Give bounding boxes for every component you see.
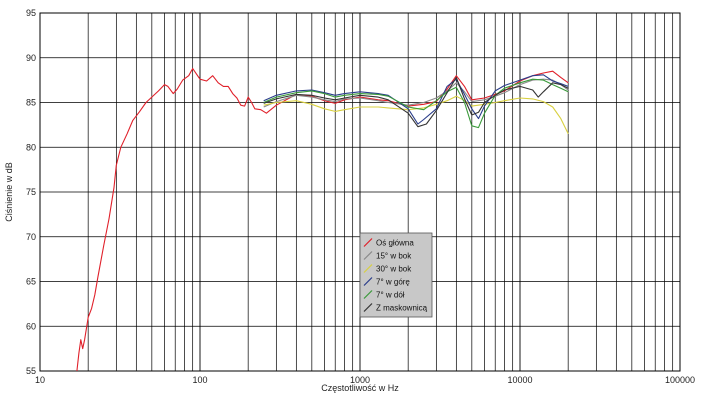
series-line-1 — [76, 67, 569, 372]
y-tick-labels: 55 60 65 70 75 80 85 90 95 — [26, 8, 36, 376]
y-tick-label: 95 — [26, 8, 36, 18]
series-line-4 — [263, 74, 569, 125]
series-line-6 — [263, 76, 569, 128]
legend-swatch — [363, 303, 373, 312]
series-layer — [76, 67, 569, 372]
legend-label: Oś główna — [376, 239, 414, 248]
legend: Oś główna 15° w bok 30° w bok 7° w górę 7° w… — [359, 232, 433, 318]
y-axis-label: Ciśnienie w dB — [4, 162, 14, 222]
legend-swatch — [363, 277, 373, 286]
y-tick-label: 70 — [26, 232, 36, 242]
y-tick-label: 90 — [26, 53, 36, 63]
x-tick-label: 100000 — [665, 375, 695, 385]
x-tick-label: 10000 — [507, 375, 532, 385]
y-tick-label: 55 — [26, 366, 36, 376]
x-tick-label: 100 — [192, 375, 207, 385]
y-tick-label: 65 — [26, 277, 36, 287]
legend-label: 30° w bok — [376, 265, 412, 274]
legend-swatch — [363, 290, 373, 299]
y-tick-label: 85 — [26, 98, 36, 108]
legend-swatch — [363, 238, 373, 247]
y-tick-label: 75 — [26, 187, 36, 197]
series-line-2 — [263, 78, 569, 108]
legend-label: 7° w dół — [376, 291, 405, 300]
legend-label: 7° w górę — [376, 278, 410, 287]
x-tick-label: 10 — [35, 375, 45, 385]
plot-frame — [39, 12, 681, 372]
legend-swatch — [363, 264, 373, 273]
y-tick-label: 80 — [26, 142, 36, 152]
legend-label: 15° w bok — [376, 252, 412, 261]
legend-box — [359, 232, 433, 318]
x-tick-labels: 10 100 1000 10000 100000 — [35, 375, 695, 385]
legend-label: Z maskownicą — [376, 304, 428, 313]
y-tick-label: 60 — [26, 321, 36, 331]
x-axis-label: Częstotliwość w Hz — [321, 383, 399, 393]
legend-swatch — [363, 251, 373, 260]
x-tick-label: 1000 — [350, 375, 370, 385]
